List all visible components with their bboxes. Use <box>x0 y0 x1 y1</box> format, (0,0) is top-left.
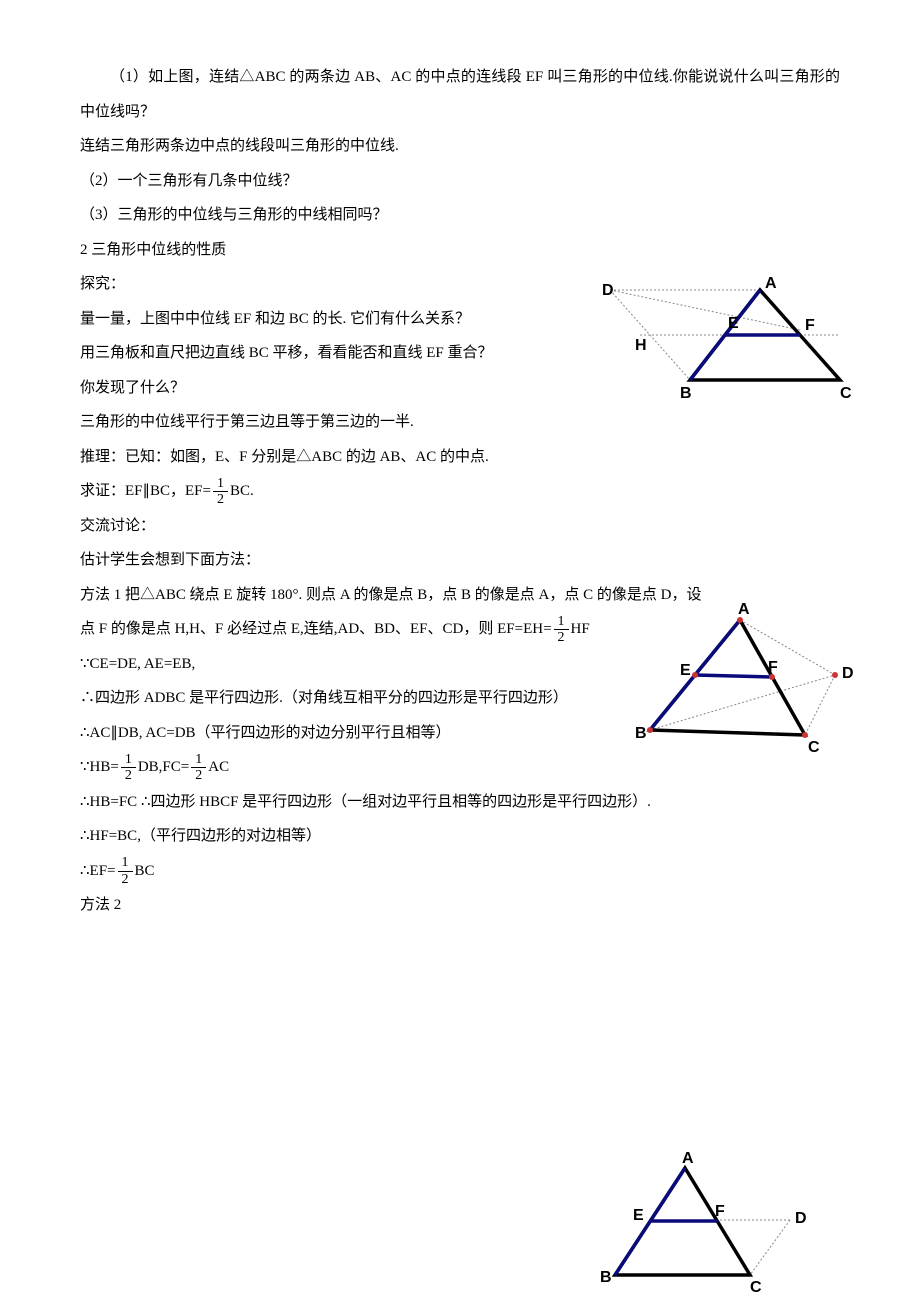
denominator: 2 <box>121 768 136 783</box>
denominator: 2 <box>213 492 228 507</box>
fraction: 12 <box>554 614 569 646</box>
paragraph: 估计学生会想到下面方法： <box>80 543 840 578</box>
numerator: 1 <box>191 752 206 768</box>
text: BC. <box>230 483 254 499</box>
document-body: （1）如上图，连结△ABC 的两条边 AB、AC 的中点的连线段 EF 叫三角形… <box>80 60 840 923</box>
vertex-label-b: B <box>635 725 647 742</box>
paragraph: 方法 2 <box>80 888 840 923</box>
vertex-label-c: C <box>808 739 820 756</box>
text: ∴EF= <box>80 863 116 879</box>
paragraph: （1）如上图，连结△ABC 的两条边 AB、AC 的中点的连线段 EF 叫三角形… <box>80 60 840 129</box>
numerator: 1 <box>213 476 228 492</box>
fraction: 12 <box>121 752 136 784</box>
vertex-label-d: D <box>602 282 614 299</box>
text: 求证：EF∥BC，EF= <box>80 483 211 499</box>
fraction: 12 <box>118 855 133 887</box>
denominator: 2 <box>554 630 569 645</box>
text: AC <box>208 759 229 775</box>
vertex-label-c: C <box>750 1279 762 1296</box>
text: ∵HB= <box>80 759 119 775</box>
text: BC <box>135 863 155 879</box>
paragraph: 2 三角形中位线的性质 <box>80 233 840 268</box>
fraction: 12 <box>213 476 228 508</box>
vertex-label-a: A <box>765 275 777 292</box>
figure-2: A E F D B C <box>620 600 860 774</box>
paragraph: 求证：EF∥BC，EF=12BC. <box>80 474 840 509</box>
vertex-label-a: A <box>738 601 750 618</box>
triangle-diagram-2 <box>647 617 838 738</box>
paragraph: （2）一个三角形有几条中位线？ <box>80 164 840 199</box>
triangle-diagram-1 <box>610 290 840 380</box>
denominator: 2 <box>191 768 206 783</box>
vertex-label-c: C <box>840 385 852 402</box>
paragraph: 推理：已知：如图，E、F 分别是△ABC 的边 AB、AC 的中点. <box>80 440 840 475</box>
vertex-label-d: D <box>842 665 854 682</box>
numerator: 1 <box>118 855 133 871</box>
text: HF <box>571 621 590 637</box>
numerator: 1 <box>121 752 136 768</box>
vertex-label-f: F <box>768 659 778 676</box>
paragraph: ∴HB=FC ∴四边形 HBCF 是平行四边形（一组对边平行且相等的四边形是平行… <box>80 785 840 820</box>
vertex-label-e: E <box>728 315 739 332</box>
numerator: 1 <box>554 614 569 630</box>
vertex-label-f: F <box>715 1203 725 1220</box>
vertex-label-b: B <box>600 1269 612 1286</box>
fraction: 12 <box>191 752 206 784</box>
denominator: 2 <box>118 872 133 887</box>
paragraph: （3）三角形的中位线与三角形的中线相同吗？ <box>80 198 840 233</box>
paragraph: 连结三角形两条边中点的线段叫三角形的中位线. <box>80 129 840 164</box>
vertex-label-d: D <box>795 1210 807 1227</box>
paragraph: ∴HF=BC,（平行四边形的对边相等） <box>80 819 840 854</box>
vertex-label-h: H <box>635 337 647 354</box>
vertex-label-e: E <box>680 662 691 679</box>
vertex-label-f: F <box>805 317 815 334</box>
text: DB,FC= <box>138 759 189 775</box>
paragraph: 交流讨论： <box>80 509 840 544</box>
figure-3: A E F D B C <box>590 1150 810 1314</box>
vertex-label-e: E <box>633 1207 644 1224</box>
figure-1: D A E F H B C <box>590 270 860 424</box>
paragraph: ∴EF=12BC <box>80 854 840 889</box>
text: 点 F 的像是点 H,H、F 必经过点 E,连结,AD、BD、EF、CD，则 E… <box>80 621 552 637</box>
vertex-label-a: A <box>682 1150 694 1167</box>
vertex-label-b: B <box>680 385 692 402</box>
